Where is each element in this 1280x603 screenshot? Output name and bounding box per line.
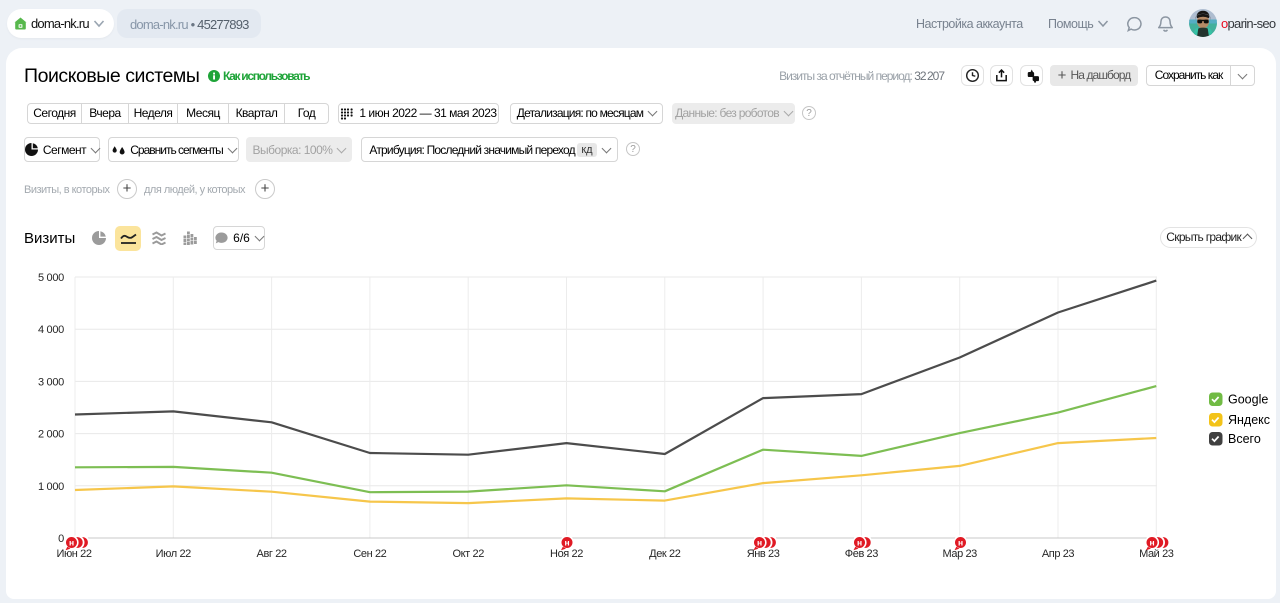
svg-text:Июл 22: Июл 22 xyxy=(156,548,192,560)
svg-text:н: н xyxy=(857,538,862,548)
svg-text:н: н xyxy=(958,538,963,548)
svg-text:Апр 23: Апр 23 xyxy=(1042,548,1075,560)
svg-text:Янв 23: Янв 23 xyxy=(747,548,780,560)
svg-text:Дек 22: Дек 22 xyxy=(649,548,681,560)
svg-text:2 000: 2 000 xyxy=(38,429,64,441)
svg-text:н: н xyxy=(1149,538,1154,548)
svg-text:н: н xyxy=(69,538,74,548)
svg-text:0: 0 xyxy=(58,533,64,545)
svg-text:Google: Google xyxy=(1228,393,1268,407)
svg-text:Яндекс: Яндекс xyxy=(1228,413,1270,427)
svg-text:1 000: 1 000 xyxy=(38,481,64,493)
svg-text:Июн 22: Июн 22 xyxy=(56,548,91,560)
svg-text:Фев 23: Фев 23 xyxy=(845,548,878,560)
svg-text:Сен 22: Сен 22 xyxy=(353,548,386,560)
svg-text:н: н xyxy=(757,538,762,548)
svg-text:Май 23: Май 23 xyxy=(1139,548,1174,560)
svg-text:3 000: 3 000 xyxy=(38,376,64,388)
svg-text:н: н xyxy=(564,538,569,548)
svg-text:Окт 22: Окт 22 xyxy=(452,548,484,560)
svg-text:4 000: 4 000 xyxy=(38,324,64,336)
svg-text:Всего: Всего xyxy=(1228,432,1261,446)
svg-text:Ноя 22: Ноя 22 xyxy=(550,548,583,560)
svg-text:Авг 22: Авг 22 xyxy=(257,548,287,560)
svg-text:Мар 23: Мар 23 xyxy=(942,548,977,560)
svg-text:5 000: 5 000 xyxy=(38,272,64,284)
